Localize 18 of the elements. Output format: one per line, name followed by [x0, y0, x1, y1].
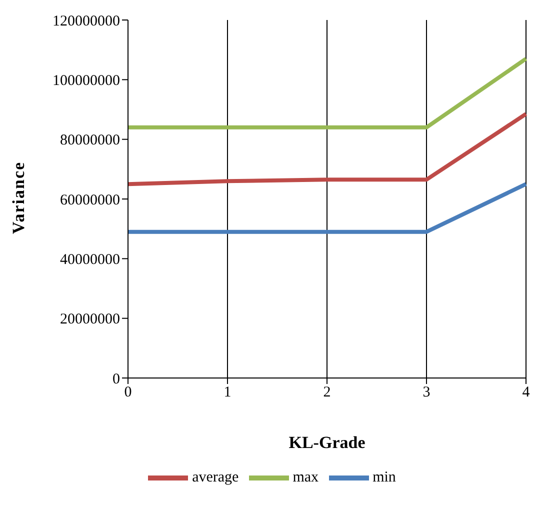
- legend-label: min: [372, 469, 396, 486]
- y-axis-title: Variance: [9, 161, 28, 234]
- y-tick-label: 20000000: [60, 312, 120, 328]
- legend-label: max: [292, 469, 319, 486]
- y-tick-label: 40000000: [60, 252, 120, 268]
- x-tick-label: 3: [422, 384, 430, 401]
- x-axis-title: KL-Grade: [288, 433, 366, 452]
- y-tick-label: 80000000: [60, 132, 120, 149]
- y-tick-label: 120000000: [52, 13, 120, 30]
- x-tick-label: 1: [224, 384, 232, 401]
- x-tick-label: 2: [323, 384, 331, 401]
- y-tick-label: 100000000: [52, 72, 120, 89]
- legend-label: average: [192, 469, 239, 486]
- y-tick-label: 0: [112, 371, 120, 388]
- y-tick-label: 60000000: [60, 192, 120, 208]
- x-tick-label: 4: [522, 384, 530, 401]
- x-tick-label: 0: [124, 384, 132, 401]
- line-series: [126, 112, 528, 186]
